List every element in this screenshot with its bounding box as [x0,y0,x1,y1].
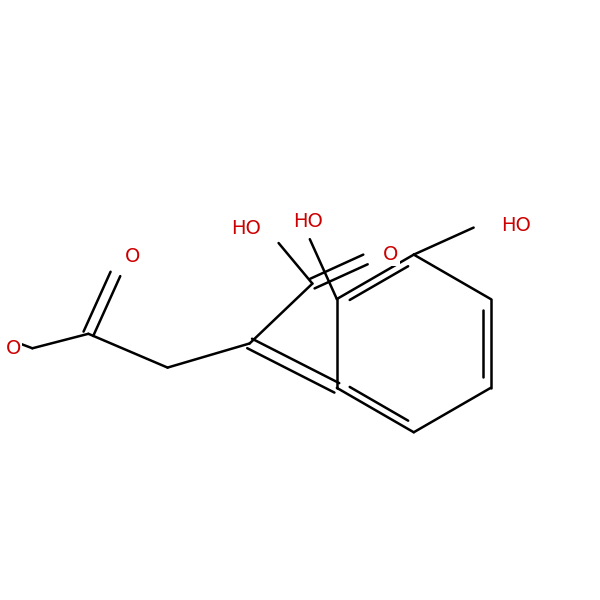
Text: HO: HO [232,219,261,238]
Text: HO: HO [293,212,323,231]
Text: O: O [383,245,398,264]
Text: HO: HO [500,216,530,235]
Text: O: O [125,247,140,266]
Text: O: O [5,339,21,358]
